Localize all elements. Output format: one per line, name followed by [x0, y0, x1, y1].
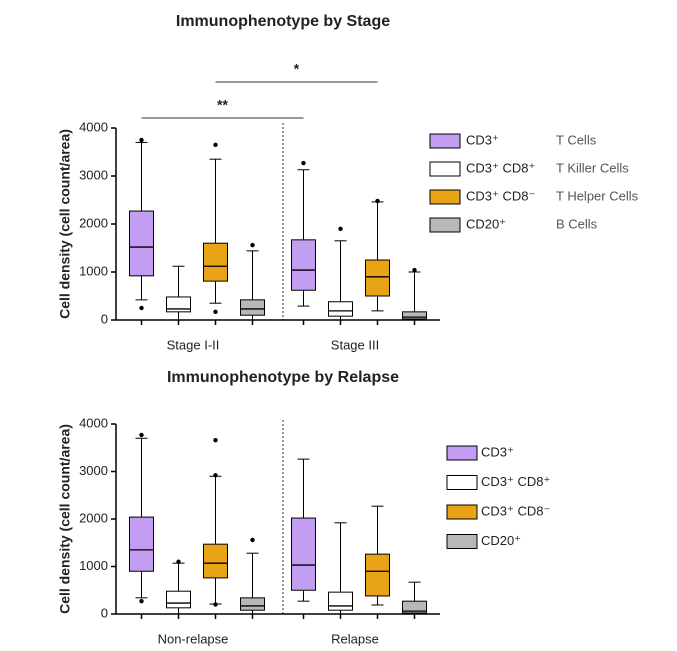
y-axis-title: Cell density (cell count/area) — [57, 129, 73, 319]
significance-label: * — [294, 61, 300, 77]
y-tick-label: 1000 — [79, 263, 108, 278]
box — [129, 516, 154, 572]
box — [402, 600, 427, 614]
legend-swatch — [446, 475, 478, 490]
legend-label: CD3⁺ — [481, 444, 514, 459]
outlier — [176, 559, 181, 564]
legend-swatch — [446, 445, 478, 461]
legend-swatch — [446, 504, 478, 520]
chart-title: Immunophenotype by Relapse — [167, 369, 399, 386]
box — [328, 301, 353, 317]
box — [291, 239, 316, 291]
outlier — [139, 305, 144, 311]
box — [203, 543, 228, 579]
y-tick-label: 2000 — [79, 215, 108, 230]
outlier — [213, 437, 218, 443]
box — [166, 590, 191, 609]
legend-swatch — [429, 133, 461, 149]
box — [240, 299, 265, 316]
y-tick-label: 4000 — [79, 415, 108, 430]
outlier — [213, 309, 218, 315]
legend-swatch — [429, 189, 461, 205]
outlier — [375, 198, 380, 204]
legend-label: CD3⁺ CD8⁺ — [466, 160, 535, 175]
x-tick-label: Stage III — [331, 337, 379, 352]
outlier — [412, 267, 417, 273]
legend-label: CD20⁺ — [466, 216, 506, 231]
x-tick-label: Relapse — [331, 631, 379, 646]
box — [166, 296, 191, 313]
x-tick-label: Stage I-II — [167, 337, 220, 352]
y-tick-label: 0 — [101, 311, 108, 326]
outlier — [139, 598, 144, 604]
legend-swatch — [429, 217, 461, 233]
outlier — [213, 602, 218, 607]
y-axis-title: Cell density (cell count/area) — [57, 424, 73, 614]
outlier — [338, 226, 343, 231]
x-tick-label: Non-relapse — [158, 631, 229, 646]
box — [291, 517, 316, 591]
y-tick-label: 3000 — [79, 167, 108, 182]
y-tick-label: 0 — [101, 605, 108, 620]
box — [402, 311, 427, 320]
legend-label: CD20⁺ — [481, 533, 521, 548]
legend-label: CD3⁺ CD8⁻ — [481, 503, 550, 518]
y-tick-label: 4000 — [79, 119, 108, 134]
legend-label: CD3⁺ — [466, 132, 499, 147]
legend-description: T Killer Cells — [556, 160, 629, 175]
box — [328, 591, 353, 611]
box — [129, 210, 154, 277]
outlier — [250, 537, 255, 543]
y-tick-label: 2000 — [79, 510, 108, 525]
legend-label: CD3⁺ CD8⁻ — [466, 188, 535, 203]
outlier — [301, 160, 306, 166]
y-tick-label: 3000 — [79, 463, 108, 478]
outlier — [139, 432, 144, 438]
legend-description: T Cells — [556, 132, 597, 147]
outlier — [139, 137, 144, 143]
legend-swatch — [446, 534, 478, 549]
legend-description: T Helper Cells — [556, 188, 639, 203]
outlier — [213, 142, 218, 147]
box — [240, 597, 265, 611]
box — [365, 259, 390, 297]
box — [365, 553, 390, 597]
outlier — [213, 473, 218, 478]
y-tick-label: 1000 — [79, 558, 108, 573]
box — [203, 242, 228, 282]
legend-description: B Cells — [556, 216, 598, 231]
legend-swatch — [429, 161, 461, 177]
chart-title: Immunophenotype by Stage — [176, 13, 390, 30]
outlier — [250, 242, 255, 248]
significance-label: ** — [217, 97, 228, 113]
legend-label: CD3⁺ CD8⁺ — [481, 474, 550, 489]
